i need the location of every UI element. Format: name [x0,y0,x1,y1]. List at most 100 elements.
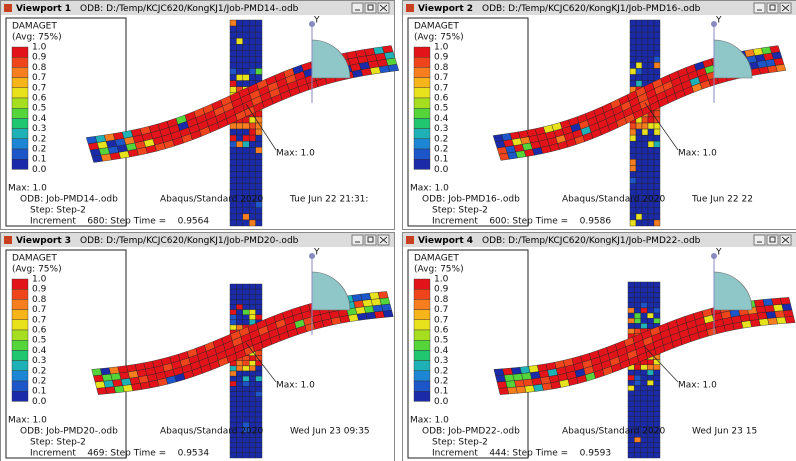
column-element [646,364,654,371]
column-element [236,381,243,387]
column-element [629,153,637,160]
legend-swatch [413,87,431,99]
info-odb: ODB: Job-PMD16-.odb [422,195,520,205]
column-element [634,369,641,376]
column-element [646,411,654,417]
minimize-button[interactable] [753,2,766,14]
column-element [242,314,250,321]
column-element [653,68,661,75]
column-element [629,44,637,51]
column-element [248,74,256,81]
viewport-icon [4,4,12,12]
column-element [653,50,661,57]
column-element [647,44,655,51]
legend-swatch [413,148,431,160]
beam-element [382,45,394,54]
column-element [255,128,263,136]
column-element [641,44,649,51]
column-element [242,365,250,372]
column-element [248,396,256,402]
column-element [653,292,661,298]
column-element [248,159,256,166]
maximize-button[interactable] [364,234,377,246]
info-increment: Increment 600: Step Time = 0.9586 [432,217,611,227]
beam-element [524,385,536,393]
column-element [242,381,250,387]
column-element [641,159,649,166]
column-element [229,299,237,305]
column-element [248,31,256,39]
column-element [248,355,256,361]
column-element [242,116,250,124]
legend-max: Max: 1.0 [8,184,47,194]
column-element [627,400,635,407]
legend-title: DAMAGET [12,22,57,32]
column-element [242,37,250,45]
title-bar-bg [1,1,394,15]
column-element [255,416,263,423]
column-element [647,37,655,45]
legend-swatch [413,67,431,78]
column-element [255,401,263,408]
legend-level: 1.0 [32,43,47,53]
column-element [229,56,237,63]
column-element [635,25,643,33]
column-element [229,319,237,326]
column-element [242,442,250,448]
column-element [255,50,263,57]
column-element [229,153,237,160]
column-element [646,385,654,391]
column-element [640,416,648,422]
maximize-button[interactable] [766,234,779,246]
legend-swatch [11,97,29,109]
viewport: Viewport 1 ODB: D:/Temp/KCJC620/KongKJ1/J… [0,0,400,230]
column-element [242,140,250,148]
column-element [242,80,250,87]
column-element [635,128,643,136]
info-date: Wed Jun 23 15 [692,427,757,437]
legend-level: 0.9 [32,285,47,295]
maximize-button[interactable] [766,2,779,14]
legend-swatch [11,46,29,58]
minimize-button[interactable] [351,234,364,246]
column-element [236,80,243,87]
column-element [653,437,661,443]
title-bar-bg [403,233,796,247]
beam-element [382,310,394,318]
column-element [635,62,643,69]
column-element [629,128,637,136]
column-element [641,116,649,124]
column-element [641,37,649,45]
column-element [236,365,243,372]
legend-swatch [11,57,29,68]
column-element [627,302,635,309]
column-element [248,304,256,310]
column-element [627,281,635,288]
maximize-button[interactable] [364,2,377,14]
column-element [242,304,250,310]
minimize-button[interactable] [351,2,364,14]
minimize-button[interactable] [753,234,766,246]
beam-element [757,311,768,320]
viewport-frame [0,232,395,461]
column-element [635,37,643,45]
column-element [229,80,237,87]
column-element [646,281,654,288]
column-element [236,50,243,57]
column-element [653,406,661,412]
column-element [627,307,635,314]
mesh [85,19,400,227]
info-increment: Increment 680: Step Time = 0.9564 [30,217,209,227]
odb-path: ODB: D:/Temp/KCJC620/KongKJ1/Job-PMD14-.… [80,4,299,14]
column-element [646,447,654,454]
legend-level: 0.4 [32,346,47,356]
legend-level: 0.5 [32,104,46,114]
column-element [248,165,256,172]
legend-swatch [413,57,431,68]
legend-swatch [11,339,29,351]
column-element [653,37,661,45]
column-element [635,56,643,63]
viewport-icon [406,236,414,244]
column-element [242,159,250,166]
viewport: Viewport 4 ODB: D:/Temp/KCJC620/KongKJ1/J… [402,232,796,461]
